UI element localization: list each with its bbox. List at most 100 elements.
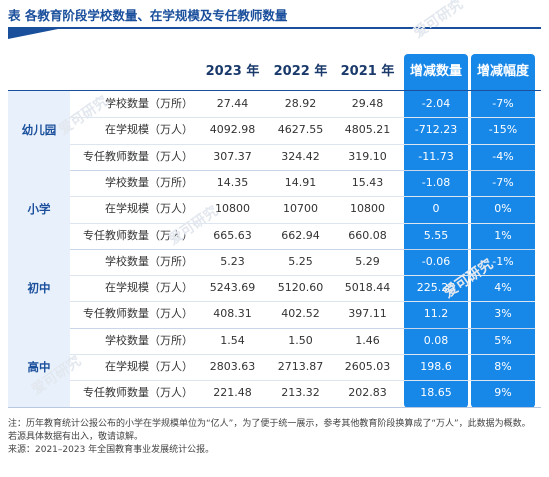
cell-change: 18.65	[420, 386, 452, 400]
row-divider	[70, 301, 535, 303]
highlight-column-rate	[471, 54, 535, 408]
header-rule	[8, 90, 541, 91]
cell-v2022: 1.50	[288, 333, 313, 347]
column-header-change: 增减数量	[409, 64, 462, 79]
row-label: 在学规模（万人）	[105, 123, 193, 137]
group-label: 幼儿园	[21, 123, 57, 137]
group-label-background	[8, 169, 70, 249]
row-label: 在学规模（万人）	[105, 281, 193, 295]
cell-v2022: 662.94	[281, 228, 320, 242]
cell-v2023: 27.44	[216, 97, 249, 110]
row-label: 专任教师数量（万人）	[83, 386, 193, 400]
column-header-2023: 2023 年	[205, 64, 260, 79]
row-divider	[70, 380, 535, 382]
row-label: 学校数量（万所）	[105, 175, 193, 189]
column-header-2021: 2021 年	[340, 64, 395, 79]
row-label: 学校数量（万所）	[105, 254, 193, 268]
cell-v2022: 14.91	[284, 175, 317, 189]
cell-change: 225.25	[416, 281, 456, 295]
cell-v2021: 4805.21	[344, 123, 391, 137]
cell-v2021: 202.83	[348, 386, 387, 400]
row-divider	[70, 275, 535, 277]
cell-rate: 3%	[494, 307, 512, 321]
cell-rate: 5%	[494, 333, 512, 347]
cell-rate: 1%	[494, 228, 512, 242]
cell-rate: 9%	[494, 386, 512, 400]
cell-rate: -7%	[492, 97, 514, 110]
cell-v2023: 5243.69	[209, 281, 256, 295]
row-label: 专任教师数量（万人）	[83, 228, 193, 242]
cell-v2023: 10800	[215, 202, 250, 216]
cell-v2021: 2605.03	[344, 360, 391, 373]
row-divider	[70, 143, 535, 145]
cell-rate: -15%	[488, 123, 518, 137]
row-divider	[70, 117, 535, 119]
cell-v2022: 324.42	[281, 149, 320, 163]
cell-change: 5.55	[423, 228, 449, 242]
footnote-source: 来源：2021–2023 年全国教育事业发展统计公报。	[8, 445, 215, 455]
cell-v2021: 319.10	[348, 149, 387, 163]
footnote: 注：历年教育统计公报公布的小学在学规模单位为“亿人”，为了便于统一展示，参考其他…	[8, 418, 539, 457]
cell-change: -2.04	[421, 97, 451, 110]
cell-change: -1.08	[421, 175, 451, 189]
cell-v2022: 10700	[283, 202, 318, 216]
cell-v2021: 15.43	[351, 175, 384, 189]
cell-change: 11.2	[423, 307, 449, 321]
row-label: 专任教师数量（万人）	[83, 149, 193, 163]
cell-rate: -7%	[492, 175, 514, 189]
cell-v2021: 29.48	[351, 97, 384, 110]
row-label: 学校数量（万所）	[105, 97, 193, 110]
cell-change: -712.23	[414, 123, 458, 137]
cell-v2023: 307.37	[213, 149, 252, 163]
cell-v2023: 2803.63	[209, 360, 256, 373]
group-label-background	[8, 248, 70, 328]
cell-rate: 4%	[494, 281, 512, 295]
cell-rate: -4%	[492, 149, 514, 163]
cell-change: 0.08	[423, 333, 449, 347]
cell-v2022: 2713.87	[277, 360, 324, 373]
cell-rate: 8%	[494, 360, 512, 373]
column-header-rate: 增减幅度	[476, 64, 529, 79]
title-accent-triangle	[8, 29, 58, 39]
cell-v2022: 5120.60	[277, 281, 324, 295]
cell-v2021: 397.11	[348, 307, 387, 321]
group-divider	[8, 248, 535, 250]
cell-change: -11.73	[418, 149, 454, 163]
row-label: 专任教师数量（万人）	[83, 307, 193, 321]
group-divider	[8, 327, 535, 329]
row-label: 在学规模（万人）	[105, 360, 193, 373]
row-divider	[70, 354, 535, 355]
footnote-note: 注：历年教育统计公报公布的小学在学规模单位为“亿人”，为了便于统一展示，参考其他…	[8, 419, 531, 442]
cell-v2023: 221.48	[213, 386, 252, 400]
cell-change: 0	[432, 202, 440, 216]
cell-change: -0.06	[421, 254, 451, 268]
row-divider	[70, 196, 535, 198]
watermark-1: 爱可研究	[411, 0, 467, 42]
row-divider	[70, 222, 535, 224]
column-header-2022: 2022 年	[273, 64, 328, 79]
cell-change: 198.6	[420, 360, 452, 373]
highlight-column-change	[404, 54, 468, 408]
cell-v2022: 213.32	[281, 386, 320, 400]
cell-v2022: 5.25	[288, 254, 313, 268]
table-bottom-rule	[8, 407, 541, 408]
cell-v2022: 4627.55	[277, 123, 324, 137]
group-label: 小学	[27, 201, 51, 216]
table-title: 表 各教育阶段学校数量、在学规模及专任教师数量	[8, 8, 288, 23]
cell-v2023: 665.63	[213, 228, 252, 242]
cell-v2023: 14.35	[216, 175, 249, 189]
cell-v2021: 660.08	[348, 228, 387, 242]
cell-v2021: 5018.44	[344, 281, 391, 295]
cell-v2023: 5.23	[220, 254, 245, 268]
cell-v2022: 28.92	[284, 97, 317, 110]
group-label-background	[8, 91, 70, 170]
row-label: 在学规模（万人）	[105, 202, 193, 216]
group-label-background	[8, 327, 70, 407]
title-rule	[8, 27, 541, 29]
cell-rate: -1%	[492, 254, 514, 268]
cell-v2023: 408.31	[213, 307, 252, 321]
cell-v2023: 1.54	[220, 333, 245, 347]
cell-v2021: 1.46	[355, 333, 380, 347]
cell-v2022: 402.52	[281, 307, 320, 321]
row-label: 学校数量（万所）	[105, 333, 193, 347]
